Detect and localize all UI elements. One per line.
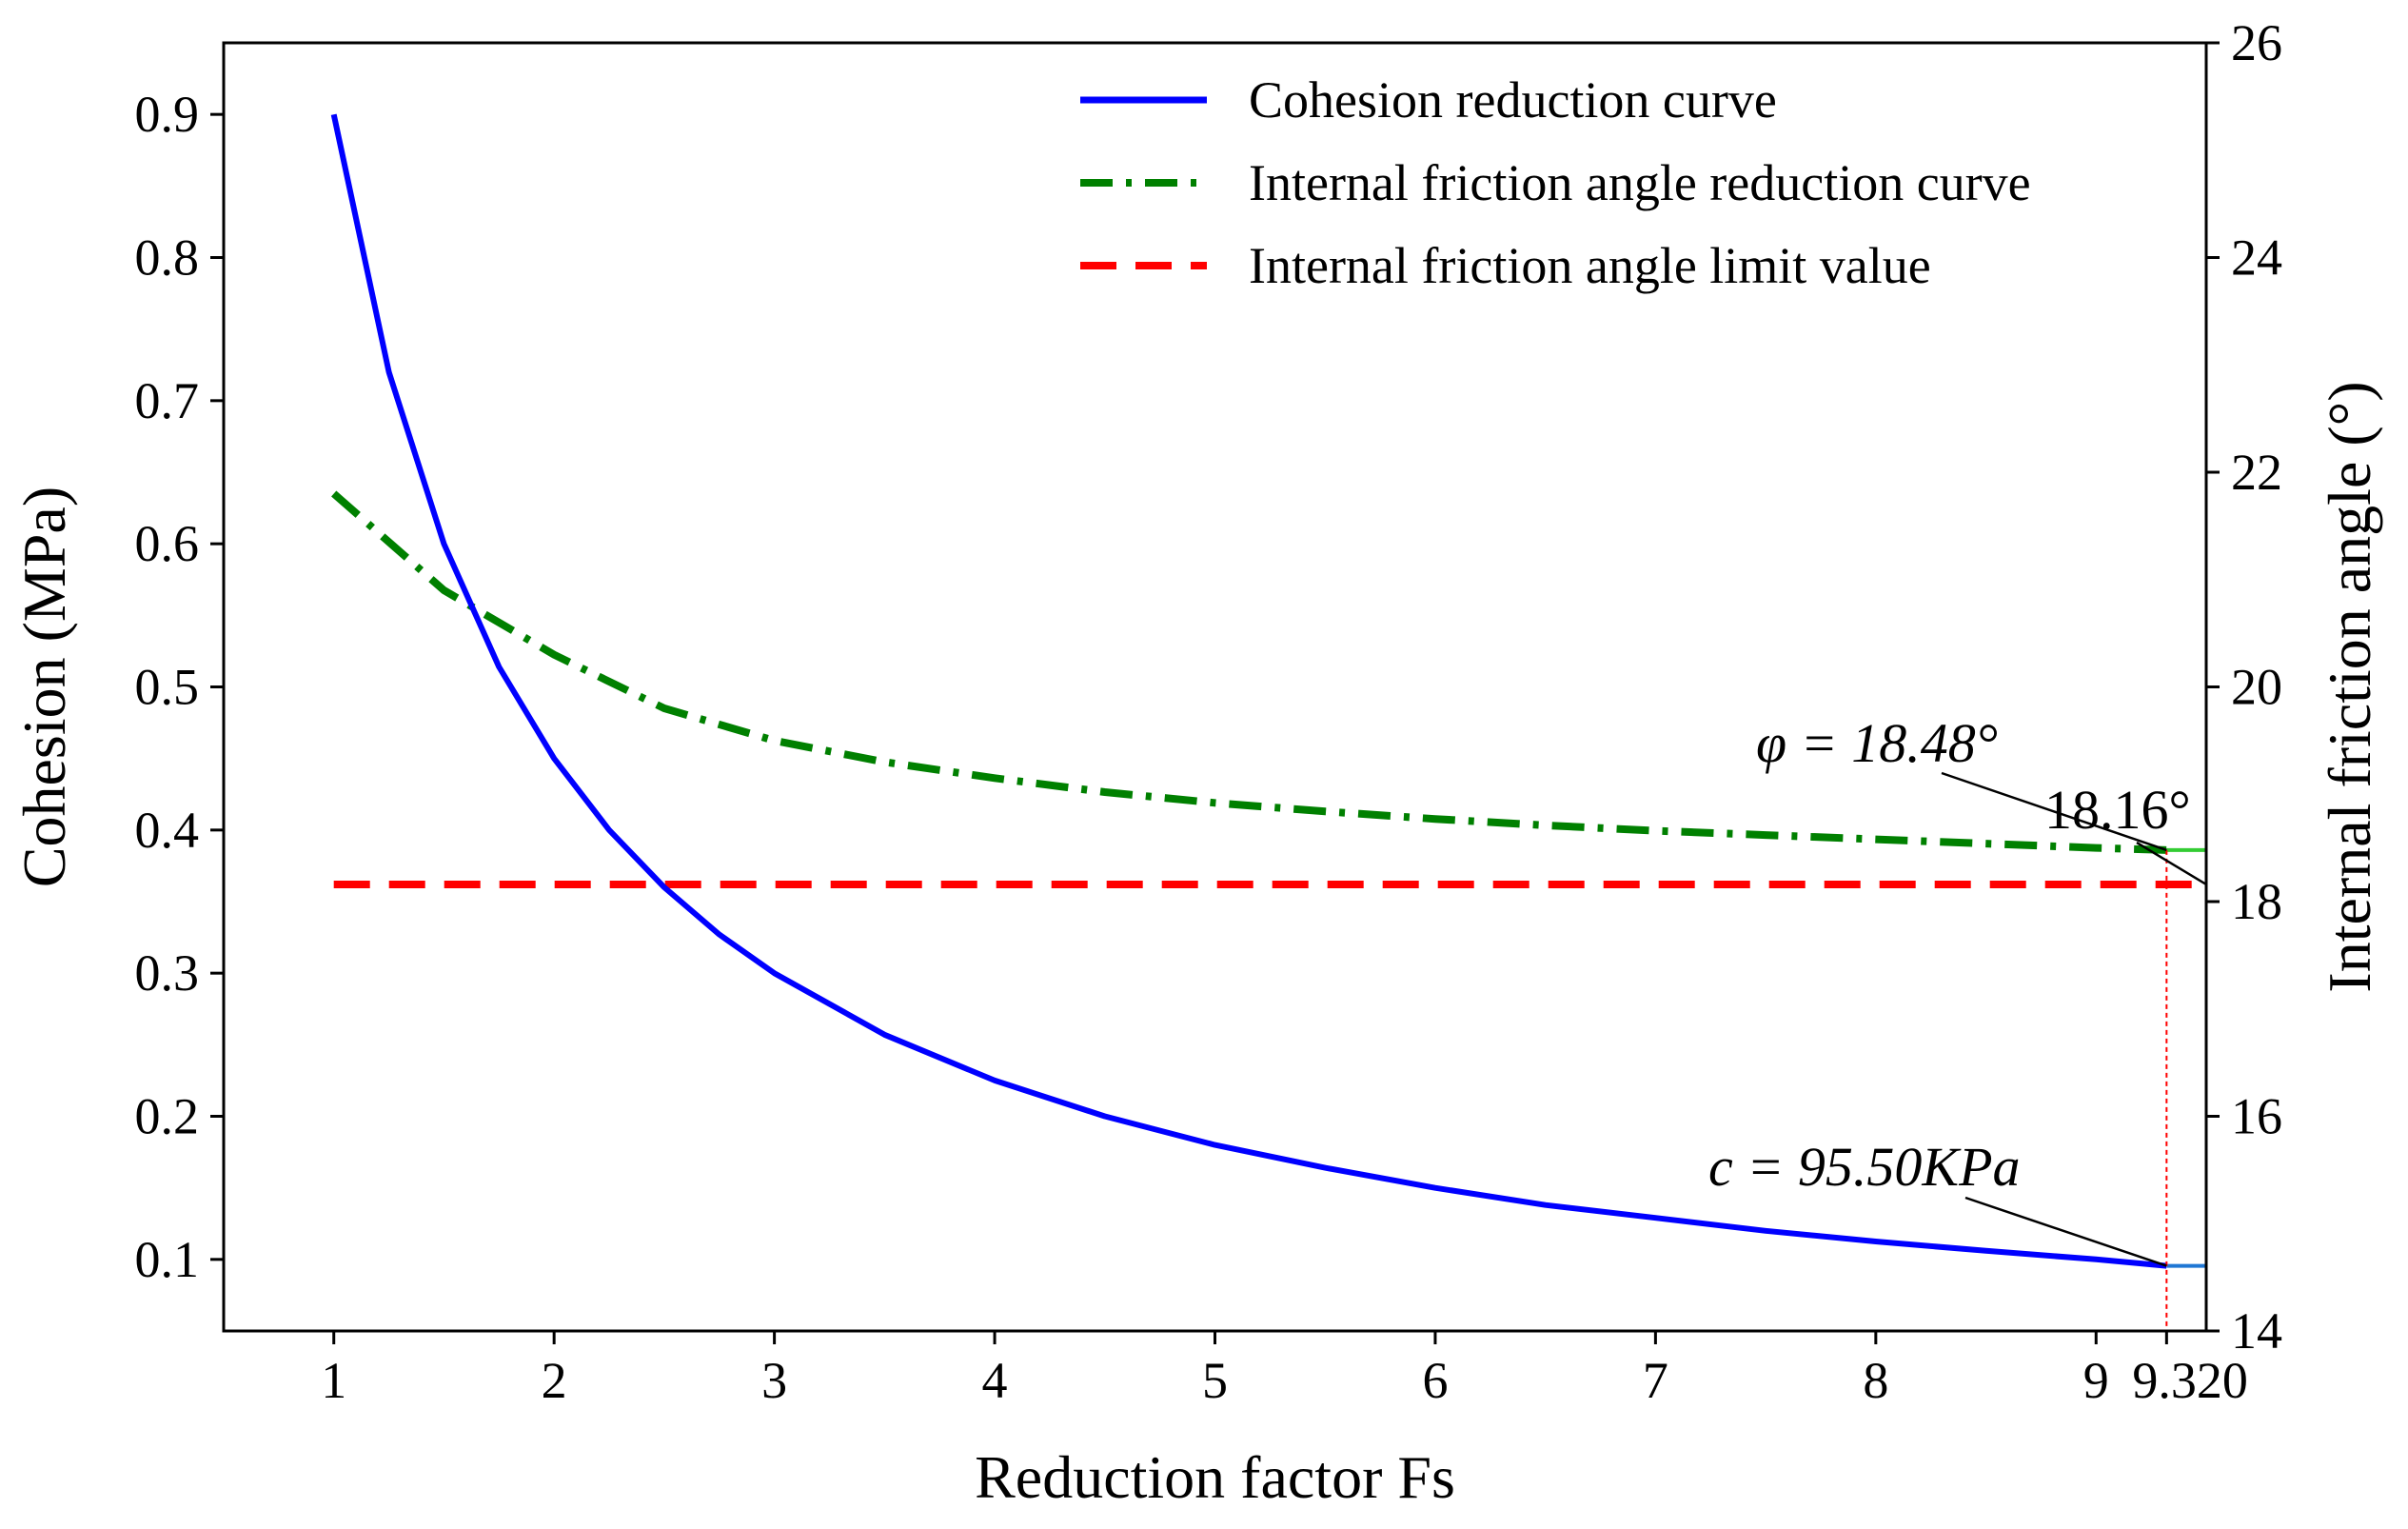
x-tick-label: 3 <box>761 1352 787 1409</box>
series-line-cohesion <box>330 113 2167 1269</box>
y-left-tick-label: 0.1 <box>135 1231 200 1288</box>
y-right-tick-label: 16 <box>2231 1088 2282 1145</box>
y-right-tick-label: 14 <box>2231 1302 2282 1360</box>
phi-annotation: φ = 18.48° <box>1756 712 1998 774</box>
y-right-tick-label: 22 <box>2231 444 2282 501</box>
c-leader-line <box>1964 1196 2167 1267</box>
y-left-tick-label: 0.8 <box>135 229 200 287</box>
x-tick-label: 9 <box>2083 1352 2109 1409</box>
y-left-axis-title: Cohesion (MPa) <box>10 486 78 887</box>
y-left-tick-label: 0.5 <box>135 659 200 716</box>
legend-label-friction-angle: Internal friction angle reduction curve <box>1249 154 2031 211</box>
y-right-tick-label: 20 <box>2231 659 2282 716</box>
legend-label-friction-limit: Internal friction angle limit value <box>1249 237 1931 294</box>
phi-leader-line <box>1941 771 2167 852</box>
limit-annotation: 18.16° <box>2044 779 2191 841</box>
legend-label-cohesion: Cohesion reduction curve <box>1249 71 1777 129</box>
x-tick-label: 6 <box>1422 1352 1448 1409</box>
x-axis-ticks: 1 2 3 4 5 6 7 8 9 9.320 <box>321 1331 2248 1409</box>
y-left-tick-label: 0.7 <box>135 372 200 429</box>
y-left-axis-ticks: 0.1 0.2 0.3 0.4 0.5 0.6 0.7 0.8 0.9 <box>135 86 224 1288</box>
y-right-tick-label: 26 <box>2231 14 2282 71</box>
y-right-axis-title: Internal friction angle (°) <box>2316 381 2383 992</box>
plot-area <box>330 113 2207 1331</box>
x-tick-label: 5 <box>1202 1352 1228 1409</box>
y-left-tick-label: 0.4 <box>135 802 200 859</box>
x-axis-title: Reduction factor Fs <box>975 1443 1455 1511</box>
c-annotation: c = 95.50KPa <box>1708 1136 2021 1198</box>
y-left-tick-label: 0.6 <box>135 515 200 572</box>
y-left-tick-label: 0.3 <box>135 944 200 1002</box>
y-left-tick-label: 0.2 <box>135 1088 200 1145</box>
x-tick-label: 1 <box>321 1352 346 1409</box>
limit-leader-line <box>2136 841 2207 886</box>
y-left-tick-label: 0.9 <box>135 86 200 143</box>
x-tick-label: 9.320 <box>2132 1352 2248 1409</box>
y-right-axis-ticks: 14 16 18 20 22 24 26 <box>2206 14 2282 1360</box>
y-right-tick-label: 18 <box>2231 873 2282 930</box>
series-line-friction-angle <box>331 490 2167 854</box>
x-tick-label: 4 <box>982 1352 1008 1409</box>
y-right-tick-label: 24 <box>2231 229 2282 287</box>
x-tick-label: 8 <box>1863 1352 1888 1409</box>
x-tick-label: 2 <box>542 1352 567 1409</box>
x-tick-label: 7 <box>1643 1352 1668 1409</box>
legend: Cohesion reduction curve Internal fricti… <box>1080 71 2031 294</box>
